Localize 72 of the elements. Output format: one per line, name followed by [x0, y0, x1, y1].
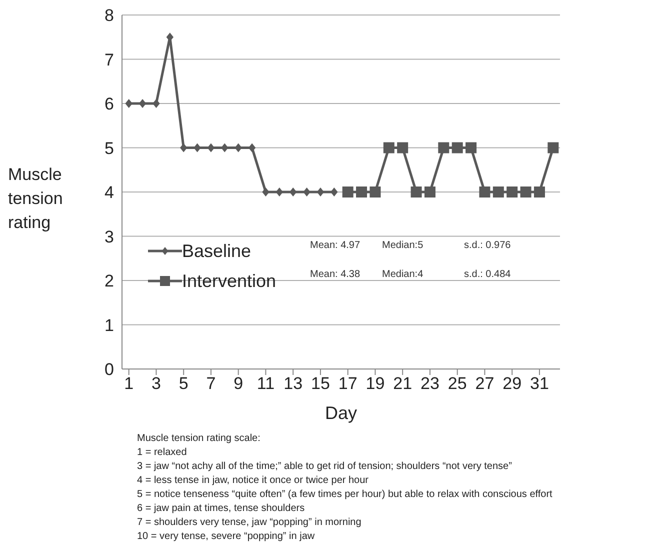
x-tick-label: 27 — [475, 374, 494, 394]
x-tick-label: 31 — [530, 374, 549, 394]
point — [520, 186, 532, 198]
y-tick-label: 4 — [104, 183, 114, 202]
y-tick-label: 1 — [104, 316, 114, 335]
point — [152, 99, 160, 108]
point — [370, 186, 381, 198]
point — [383, 142, 394, 154]
text: 7 = shoulders very tense, jaw “popping” in morning — [137, 516, 362, 530]
point — [438, 142, 450, 154]
x-tick-label: 17 — [338, 374, 358, 394]
point — [424, 186, 436, 198]
y-tick-label: 2 — [104, 272, 114, 291]
legend-label: Baseline — [182, 240, 252, 262]
x-tick-label: 29 — [502, 374, 522, 394]
x-tick-label: 9 — [234, 374, 244, 394]
point — [234, 143, 242, 152]
annotation: Median:5 — [382, 240, 424, 251]
x-tick-label: 25 — [448, 374, 467, 394]
y-tick-label: 3 — [104, 227, 114, 246]
annotation: s.d.: 0.976 — [464, 240, 512, 251]
point — [262, 188, 270, 196]
x-tick-label: 7 — [206, 374, 216, 394]
annotation: Mean: 4.38 — [310, 269, 362, 280]
point — [466, 142, 477, 154]
text: 10 = very tense, severe “popping” in jaw — [137, 530, 316, 544]
y-tick-label: 8 — [104, 6, 114, 26]
x-tick-label: 13 — [284, 374, 303, 394]
point — [330, 188, 338, 196]
legend-label: Intervention — [182, 270, 276, 292]
x-tick-label: 19 — [366, 374, 385, 394]
point — [506, 186, 518, 198]
x-tick-label: 23 — [420, 374, 440, 394]
point — [410, 186, 422, 198]
text: 5 = notice tenseness “quite often” (a few times per hour) but able to relax with conscious effort — [137, 488, 552, 502]
x-tick-label: 21 — [393, 374, 412, 394]
point — [316, 188, 324, 196]
y-axis-title: Muscle tension rating — [8, 164, 64, 234]
y-tick-label: 0 — [104, 360, 114, 380]
point — [492, 186, 504, 198]
y-tick-label: 5 — [104, 138, 114, 158]
x-tick-label: 15 — [311, 374, 330, 394]
text: 1 = relaxed — [137, 446, 188, 460]
annotation: Median:4 — [382, 269, 424, 280]
x-tick-label: 1 — [124, 374, 134, 394]
point — [356, 186, 368, 198]
point — [342, 186, 354, 198]
point — [303, 188, 310, 196]
point — [276, 188, 284, 196]
x-axis-title: Day — [324, 403, 358, 423]
text: 6 = jaw pain at times, tense shoulders — [137, 502, 306, 516]
point — [194, 143, 201, 152]
point — [221, 143, 228, 152]
text: Muscle tension rating scale: — [137, 432, 262, 446]
x-tick-label: 3 — [151, 374, 161, 394]
text: 3 = jaw “not achy all of the time;” able to get rid of tension; shoulders “not very tense” — [137, 460, 513, 474]
x-tick-label: 5 — [178, 374, 188, 394]
point — [125, 99, 132, 108]
point — [180, 143, 188, 152]
text: 4 = less tense in jaw, notice it once or twice per hour — [137, 474, 370, 488]
y-tick-label: 7 — [104, 50, 114, 70]
annotation: Mean: 4.97 — [310, 240, 362, 251]
point — [289, 188, 297, 196]
y-tick-label: 6 — [104, 94, 114, 114]
point — [479, 186, 490, 198]
point — [138, 99, 146, 108]
x-tick-label: 11 — [256, 374, 275, 394]
point — [534, 186, 545, 198]
point — [452, 142, 463, 154]
annotation: s.d.: 0.484 — [464, 269, 512, 280]
point — [397, 142, 408, 154]
point — [548, 142, 559, 154]
